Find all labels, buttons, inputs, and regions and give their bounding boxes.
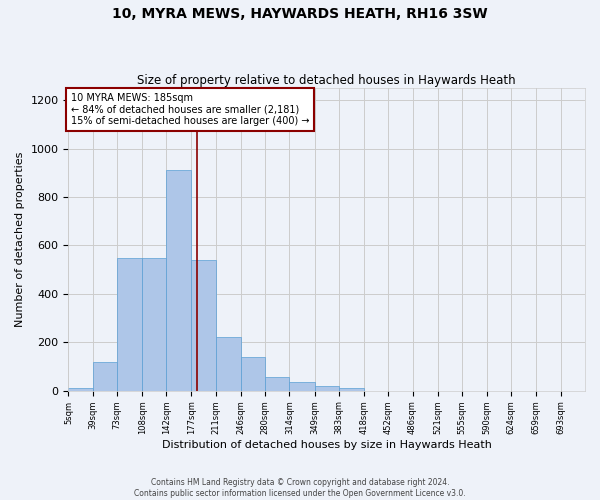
Bar [216, 338, 241, 390]
Bar [117, 258, 142, 390]
Text: 10, MYRA MEWS, HAYWARDS HEATH, RH16 3SW: 10, MYRA MEWS, HAYWARDS HEATH, RH16 3SW [112, 8, 488, 22]
Bar [265, 378, 289, 390]
Bar [166, 170, 191, 390]
Bar [339, 388, 364, 390]
Bar [314, 386, 339, 390]
Y-axis label: Number of detached properties: Number of detached properties [15, 152, 25, 327]
X-axis label: Distribution of detached houses by size in Haywards Heath: Distribution of detached houses by size … [162, 440, 491, 450]
Bar [241, 357, 265, 390]
Bar [191, 260, 216, 390]
Bar [68, 388, 93, 390]
Text: 10 MYRA MEWS: 185sqm
← 84% of detached houses are smaller (2,181)
15% of semi-de: 10 MYRA MEWS: 185sqm ← 84% of detached h… [71, 92, 310, 126]
Text: Contains HM Land Registry data © Crown copyright and database right 2024.
Contai: Contains HM Land Registry data © Crown c… [134, 478, 466, 498]
Bar [289, 382, 314, 390]
Bar [142, 258, 166, 390]
Title: Size of property relative to detached houses in Haywards Heath: Size of property relative to detached ho… [137, 74, 516, 87]
Bar [93, 362, 117, 390]
